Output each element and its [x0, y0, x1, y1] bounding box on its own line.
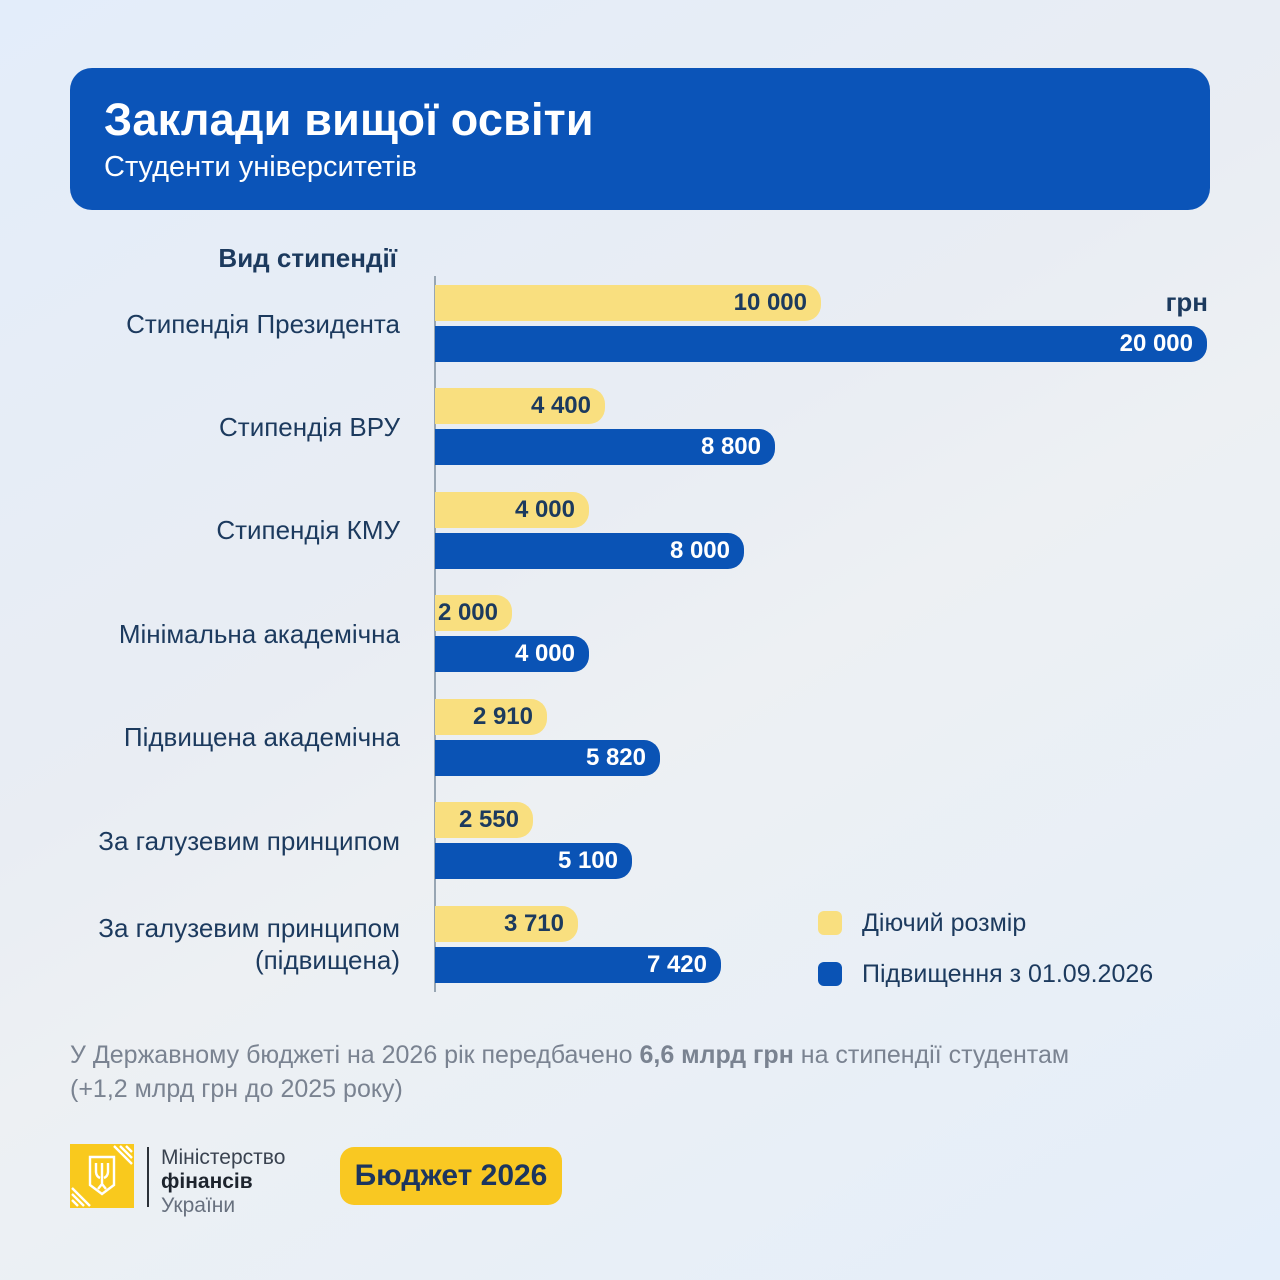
legend-swatch-yellow-icon: [818, 911, 842, 935]
chart-row: Стипендія КМУ 4 000 8 000: [0, 491, 1280, 569]
bar-new-value: 5 820: [435, 739, 660, 776]
ministry-name-line1: Міністерство: [161, 1146, 286, 1169]
page-subtitle: Студенти університетів: [104, 151, 417, 183]
legend-item-new: Підвищення з 01.09.2026: [818, 960, 1154, 988]
trident-emblem-icon: [71, 1145, 133, 1207]
ministry-logo: [70, 1144, 134, 1208]
bar-new-value: 8 000: [435, 532, 744, 569]
header-banner: Заклади вищої освіти Студенти університе…: [70, 68, 1210, 210]
budget-2026-badge: Бюджет 2026: [340, 1147, 562, 1205]
legend-swatch-blue-icon: [818, 962, 842, 986]
ministry-name: Міністерство фінансів України: [161, 1146, 285, 1218]
category-label: Стипендія КМУ: [216, 515, 400, 546]
page-title: Заклади вищої освіти: [104, 94, 594, 145]
chart-unit-label: грн: [1165, 287, 1208, 317]
ministry-name-line2: фінансів: [161, 1170, 253, 1193]
footer-note: У Державному бюджеті на 2026 рік передба…: [70, 1038, 1210, 1106]
ministry-name-line3: України: [161, 1194, 236, 1217]
chart-row: Стипендія ВРУ 4 400 8 800: [0, 388, 1280, 466]
chart-row: Стипендія Президента 10 000 20 000: [0, 285, 1280, 362]
bar-current-value: 3 710: [435, 905, 578, 942]
category-label: Стипендія Президента: [126, 308, 400, 339]
chart-row: За галузевим принципом 2 550 5 100: [0, 802, 1280, 880]
bar-current-value: 2 910: [435, 698, 547, 735]
bar-new-value: 7 420: [435, 946, 721, 983]
bar-new-value: 20 000: [435, 326, 1207, 362]
legend-label: Підвищення з 01.09.2026: [862, 960, 1154, 988]
bar-current-value: 10 000: [435, 285, 821, 321]
footer-note-line1: У Державному бюджеті на 2026 рік передба…: [70, 1041, 1070, 1069]
chart-row: За галузевим принципом (підвищена) 3 710 7…: [0, 905, 1280, 983]
bar-new-value: 8 800: [435, 429, 775, 466]
category-label: Мінімальна академічна: [118, 618, 400, 649]
footer-note-line2: (+1,2 млрд грн до 2025 року): [70, 1075, 403, 1103]
bar-current-value: 4 400: [435, 388, 605, 425]
bar-current-value: 2 550: [435, 802, 533, 839]
bar-current-value: 4 000: [435, 491, 589, 528]
chart-row: Підвищена академічна 2 910 5 820: [0, 698, 1280, 776]
bar-new-value: 5 100: [435, 843, 632, 880]
category-label: Підвищена академічна: [123, 722, 400, 753]
chart-row: Мінімальна академічна 2 000 4 000: [0, 595, 1280, 673]
category-label: Стипендія ВРУ: [219, 411, 400, 442]
legend-item-current: Діючий розмір: [818, 909, 1027, 937]
bar-new-value: 4 000: [435, 636, 589, 673]
logo-divider: [147, 1147, 149, 1207]
bar-current-value: 2 000: [435, 595, 512, 632]
chart-column-header: Вид стипендії: [218, 243, 397, 273]
category-label: За галузевим принципом (підвищена): [98, 913, 400, 976]
chart-axis-line: [434, 276, 436, 992]
footer-note-bold: 6,6 млрд грн: [639, 1041, 794, 1069]
legend-label: Діючий розмір: [862, 909, 1027, 937]
category-label: За галузевим принципом: [98, 825, 400, 856]
